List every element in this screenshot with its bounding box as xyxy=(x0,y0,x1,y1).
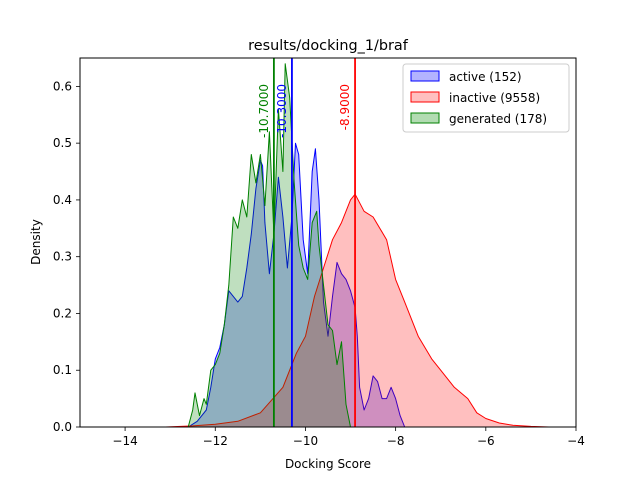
legend: active (152) inactive (9558) generated (17… xyxy=(402,63,570,133)
legend-label-0: active (152) xyxy=(449,70,522,84)
y-tick-label-1: 0.1 xyxy=(53,363,72,377)
series-area-2 xyxy=(188,63,351,427)
y-tick-label-4: 0.4 xyxy=(53,193,72,207)
mean-label-0: -10.3000 xyxy=(275,84,289,138)
x-tick-label-4: −6 xyxy=(477,434,495,448)
axes: −14 −12 −10 −8 −6 −4 0.0 0.1 0.2 0.3 0.4 0.5 0.6 xyxy=(53,57,585,448)
y-axis-label: Density xyxy=(29,219,43,265)
legend-swatch-1 xyxy=(410,91,440,103)
x-tick-label-2: −10 xyxy=(293,434,318,448)
x-tick-label-1: −12 xyxy=(203,434,228,448)
y-tick-label-0: 0.0 xyxy=(53,420,72,434)
mean-label-2: -10.7000 xyxy=(257,84,271,138)
x-tick-label-0: −14 xyxy=(112,434,137,448)
y-tick-label-5: 0.5 xyxy=(53,136,72,150)
mean-label-1: -8.9000 xyxy=(338,84,352,130)
legend-label-2: generated (178) xyxy=(449,112,547,126)
x-tick-label-5: −4 xyxy=(567,434,585,448)
legend-swatch-0 xyxy=(410,70,440,82)
y-tick-label-2: 0.2 xyxy=(53,306,72,320)
y-tick-label-6: 0.6 xyxy=(53,79,72,93)
series-area-0 xyxy=(188,143,405,427)
plot-frame xyxy=(79,57,577,428)
plot-area: -10.3000 -8.9000 -10.7000 xyxy=(165,58,549,427)
series-area-1 xyxy=(165,194,549,427)
legend-box xyxy=(402,63,570,133)
series-line-1 xyxy=(165,193,549,427)
x-tick-label-3: −8 xyxy=(387,434,405,448)
legend-label-1: inactive (9558) xyxy=(449,91,540,105)
series-line-2 xyxy=(187,63,351,427)
series-line-0 xyxy=(187,142,406,427)
y-tick-label-3: 0.3 xyxy=(53,250,72,264)
legend-swatch-2 xyxy=(410,112,440,124)
x-axis-label: Docking Score xyxy=(285,457,371,471)
chart-title: results/docking_1/braf xyxy=(248,38,409,54)
